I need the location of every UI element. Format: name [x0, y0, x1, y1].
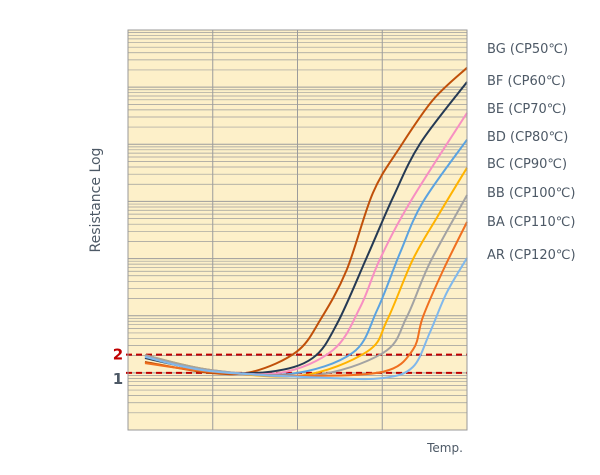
- legend-entry: BF (CP60℃): [487, 74, 566, 89]
- threshold-label-2: 2: [113, 346, 123, 364]
- legend-entry: AR (CP120℃): [487, 248, 576, 263]
- legend: BG (CP50℃) BF (CP60℃) BE (CP70℃) BD (CP80℃)…: [487, 42, 576, 263]
- plot-border: [127, 29, 468, 431]
- x-axis-label: Temp.: [426, 441, 463, 455]
- threshold-label-1: 1: [113, 370, 123, 388]
- y-axis-label: Resistance Log: [88, 148, 104, 253]
- legend-entry: BC (CP90℃): [487, 157, 567, 172]
- legend-entry: BA (CP110℃): [487, 215, 575, 230]
- series-curves: [144, 66, 468, 381]
- legend-entry: BB (CP100℃): [487, 186, 575, 201]
- series-line: [144, 257, 468, 381]
- legend-entry: BE (CP70℃): [487, 102, 566, 117]
- legend-entry: BD (CP80℃): [487, 130, 568, 145]
- series-line: [144, 194, 468, 378]
- legend-entry: BG (CP50℃): [487, 42, 568, 57]
